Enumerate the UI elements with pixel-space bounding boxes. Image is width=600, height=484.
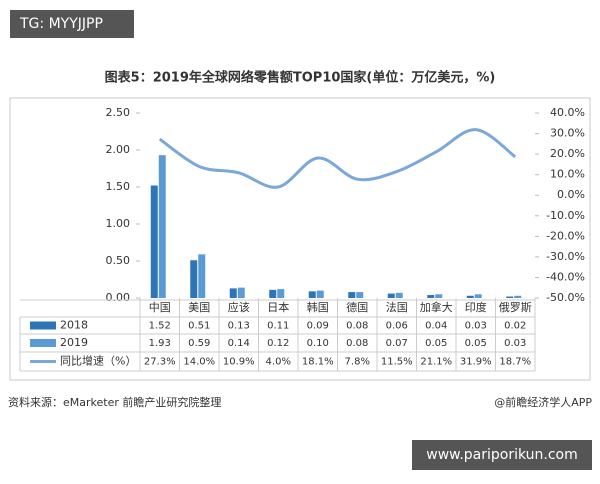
data-label: 0.09 bbox=[307, 321, 329, 332]
x-tick-label: 德国 bbox=[346, 300, 368, 314]
data-label: 0.12 bbox=[267, 338, 289, 349]
y2-tick-label: 10.0% bbox=[550, 168, 585, 181]
data-label: 0.03 bbox=[465, 321, 487, 332]
data-label: 0.59 bbox=[188, 338, 210, 349]
bar bbox=[158, 155, 166, 298]
data-label: 18.1% bbox=[302, 357, 334, 368]
bar bbox=[514, 295, 522, 298]
y2-tick-label: 30.0% bbox=[550, 127, 585, 140]
credit: @前瞻经济学人APP bbox=[494, 395, 592, 409]
legend-label: 2019 bbox=[60, 336, 88, 349]
y-tick-label: 2.50 bbox=[106, 106, 131, 119]
bar bbox=[316, 290, 324, 298]
data-label: 10.9% bbox=[223, 357, 255, 368]
data-label: 27.3% bbox=[144, 357, 176, 368]
legend-label: 2018 bbox=[60, 319, 88, 332]
data-label: 0.11 bbox=[267, 321, 289, 332]
data-label: 0.03 bbox=[504, 338, 526, 349]
data-label: 0.14 bbox=[228, 338, 250, 349]
data-label: 0.02 bbox=[504, 321, 526, 332]
watermark-box bbox=[412, 440, 592, 470]
data-label: 0.10 bbox=[307, 338, 329, 349]
data-label: 4.0% bbox=[266, 357, 291, 368]
bar bbox=[427, 295, 435, 298]
chart-frame bbox=[9, 97, 591, 381]
data-label: 0.07 bbox=[386, 338, 408, 349]
y-tick-label: 2.00 bbox=[106, 143, 131, 156]
bar bbox=[198, 254, 206, 298]
x-tick-label: 美国 bbox=[188, 301, 210, 314]
data-label: 0.05 bbox=[425, 338, 447, 349]
y2-tick-label: -30.0% bbox=[546, 250, 585, 263]
y-tick-label: 0.00 bbox=[106, 291, 131, 304]
data-label: 0.08 bbox=[346, 321, 368, 332]
bar bbox=[466, 295, 474, 298]
y-tick-label: 0.50 bbox=[106, 254, 131, 267]
bar bbox=[229, 288, 237, 298]
x-tick-label: 韩国 bbox=[307, 300, 329, 314]
bar bbox=[395, 292, 403, 298]
legend-swatch bbox=[30, 339, 56, 347]
y2-tick-label: -40.0% bbox=[546, 270, 585, 283]
data-label: 0.04 bbox=[425, 321, 447, 332]
bar bbox=[435, 294, 443, 298]
y2-tick-label: -20.0% bbox=[546, 229, 585, 242]
data-label: 31.9% bbox=[460, 357, 492, 368]
x-tick-label: 俄罗斯 bbox=[499, 301, 532, 314]
data-label: 0.05 bbox=[465, 338, 487, 349]
x-tick-label: 加拿大 bbox=[420, 300, 453, 314]
data-label: 1.52 bbox=[149, 321, 171, 332]
x-tick-label: 应该 bbox=[228, 300, 250, 314]
bar bbox=[506, 296, 514, 298]
bar bbox=[190, 260, 198, 298]
y2-tick-label: 40.0% bbox=[550, 106, 585, 119]
tag: TG: MYYJJPP bbox=[19, 16, 103, 32]
bar bbox=[474, 294, 482, 298]
growth-line bbox=[158, 128, 517, 189]
bar bbox=[387, 293, 395, 298]
y-tick-label: 1.00 bbox=[106, 217, 131, 230]
bar bbox=[356, 292, 364, 298]
bar bbox=[308, 291, 316, 298]
data-label: 21.1% bbox=[420, 357, 452, 368]
x-tick-label: 中国 bbox=[149, 301, 171, 314]
data-label: 0.06 bbox=[386, 321, 408, 332]
y2-tick-label: -10.0% bbox=[546, 209, 585, 222]
x-tick-label: 印度 bbox=[465, 300, 487, 314]
source: 资料来源：eMarketer 前瞻产业研究院整理 bbox=[8, 395, 221, 409]
chart-title: 图表5：2019年全球网络零售额TOP10国家(单位：万亿美元，%) bbox=[105, 70, 496, 86]
data-label: 14.0% bbox=[183, 357, 215, 368]
y2-tick-label: -50.0% bbox=[546, 291, 585, 304]
data-label: 0.13 bbox=[228, 321, 250, 332]
data-label: 11.5% bbox=[381, 357, 413, 368]
legend-label: 同比增速（%） bbox=[60, 354, 136, 368]
y2-tick-label: 20.0% bbox=[550, 147, 585, 160]
bar bbox=[150, 185, 158, 298]
bar bbox=[348, 292, 356, 298]
watermark: www.pariporikun.com bbox=[426, 447, 578, 463]
y-tick-label: 1.50 bbox=[106, 180, 131, 193]
tag-box bbox=[10, 10, 134, 38]
data-label: 18.7% bbox=[499, 357, 531, 368]
bar bbox=[237, 287, 245, 298]
data-label: 1.93 bbox=[149, 338, 171, 349]
data-label: 0.51 bbox=[188, 321, 210, 332]
data-label: 0.08 bbox=[346, 338, 368, 349]
y2-tick-label: 0.0% bbox=[557, 188, 585, 201]
bar bbox=[269, 289, 277, 298]
legend-swatch bbox=[30, 321, 56, 330]
data-label: 7.8% bbox=[345, 357, 370, 368]
x-tick-label: 法国 bbox=[386, 300, 408, 314]
x-tick-label: 日本 bbox=[267, 300, 289, 314]
bar bbox=[277, 289, 285, 298]
